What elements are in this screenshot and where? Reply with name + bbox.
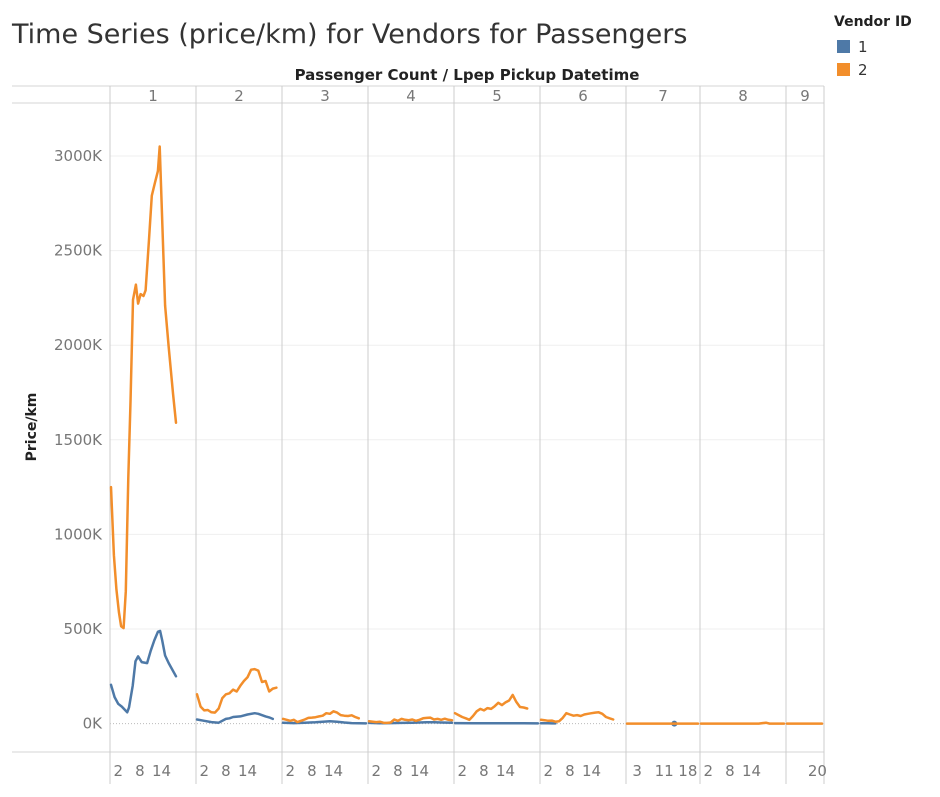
series-2-line — [699, 721, 786, 725]
chart-title: Time Series (price/km) for Vendors for P… — [11, 19, 687, 50]
series-2-line — [109, 145, 178, 630]
column-header: Passenger Count / Lpep Pickup Datetime — [295, 66, 640, 84]
y-tick-label: 500K — [64, 620, 104, 638]
panel-label: 2 — [234, 87, 244, 105]
x-tick-label: 2 — [457, 762, 467, 780]
grid — [12, 85, 825, 784]
y-tick-label: 1500K — [54, 431, 103, 449]
legend-label-2: 2 — [858, 61, 868, 79]
series-lines — [109, 145, 824, 727]
x-tick-label: 14 — [742, 762, 761, 780]
x-tick-label: 8 — [565, 762, 575, 780]
x-tick-label: 20 — [808, 762, 827, 780]
y-tick-label: 0K — [83, 715, 104, 733]
y-axis-label: Price/km — [24, 393, 40, 462]
series-2-line — [367, 716, 454, 725]
x-tick-label: 14 — [152, 762, 171, 780]
x-tick-label: 2 — [199, 762, 209, 780]
x-axis: 2 8 14 2 8 14 2 8 14 2 8 14 2 8 14 2 8 14 3 11 18 2 8 14 20 — [113, 762, 827, 780]
x-tick-label: 14 — [582, 762, 601, 780]
x-tick-label: 8 — [135, 762, 145, 780]
x-tick-label: 8 — [221, 762, 231, 780]
legend-swatch-1 — [837, 40, 850, 53]
x-tick-label: 2 — [371, 762, 381, 780]
x-tick-label: 11 — [655, 762, 674, 780]
x-tick-label: 14 — [324, 762, 343, 780]
x-tick-label: 8 — [307, 762, 317, 780]
y-tick-label: 2500K — [54, 242, 103, 260]
legend: Vendor ID 1 2 — [834, 14, 912, 79]
series-2-line — [195, 667, 278, 714]
panel-label: 6 — [578, 87, 588, 105]
panel-label: 4 — [406, 87, 416, 105]
y-tick-label: 2000K — [54, 336, 103, 354]
x-tick-label: 2 — [285, 762, 295, 780]
panel-label: 3 — [320, 87, 330, 105]
y-axis: 0K 500K 1000K 1500K 2000K 2500K 3000K — [54, 147, 103, 733]
series-1-line — [281, 720, 368, 725]
panel-label: 8 — [738, 87, 748, 105]
panel-label: 5 — [492, 87, 502, 105]
x-tick-label: 14 — [410, 762, 429, 780]
y-tick-label: 3000K — [54, 147, 103, 165]
legend-swatch-2 — [837, 63, 850, 76]
x-tick-label: 8 — [725, 762, 735, 780]
x-tick-label: 3 — [632, 762, 642, 780]
series-1-line — [109, 629, 178, 714]
x-tick-label: 2 — [543, 762, 553, 780]
series-2-line — [453, 693, 529, 722]
panel-label: 7 — [658, 87, 668, 105]
x-tick-label: 14 — [238, 762, 257, 780]
series-2-line — [539, 711, 615, 723]
y-tick-label: 1000K — [54, 525, 103, 543]
x-tick-label: 2 — [113, 762, 123, 780]
x-tick-label: 2 — [703, 762, 713, 780]
x-tick-label: 18 — [678, 762, 697, 780]
series-1-line — [195, 711, 275, 724]
legend-label-1: 1 — [858, 38, 868, 56]
x-tick-label: 8 — [479, 762, 489, 780]
legend-title: Vendor ID — [834, 14, 912, 30]
series-2-line — [281, 710, 361, 724]
x-tick-label: 8 — [393, 762, 403, 780]
panel-label: 9 — [800, 87, 810, 105]
x-tick-label: 14 — [496, 762, 515, 780]
panel-label: 1 — [148, 87, 158, 105]
panel-labels: 1 2 3 4 5 6 7 8 9 — [148, 87, 810, 105]
